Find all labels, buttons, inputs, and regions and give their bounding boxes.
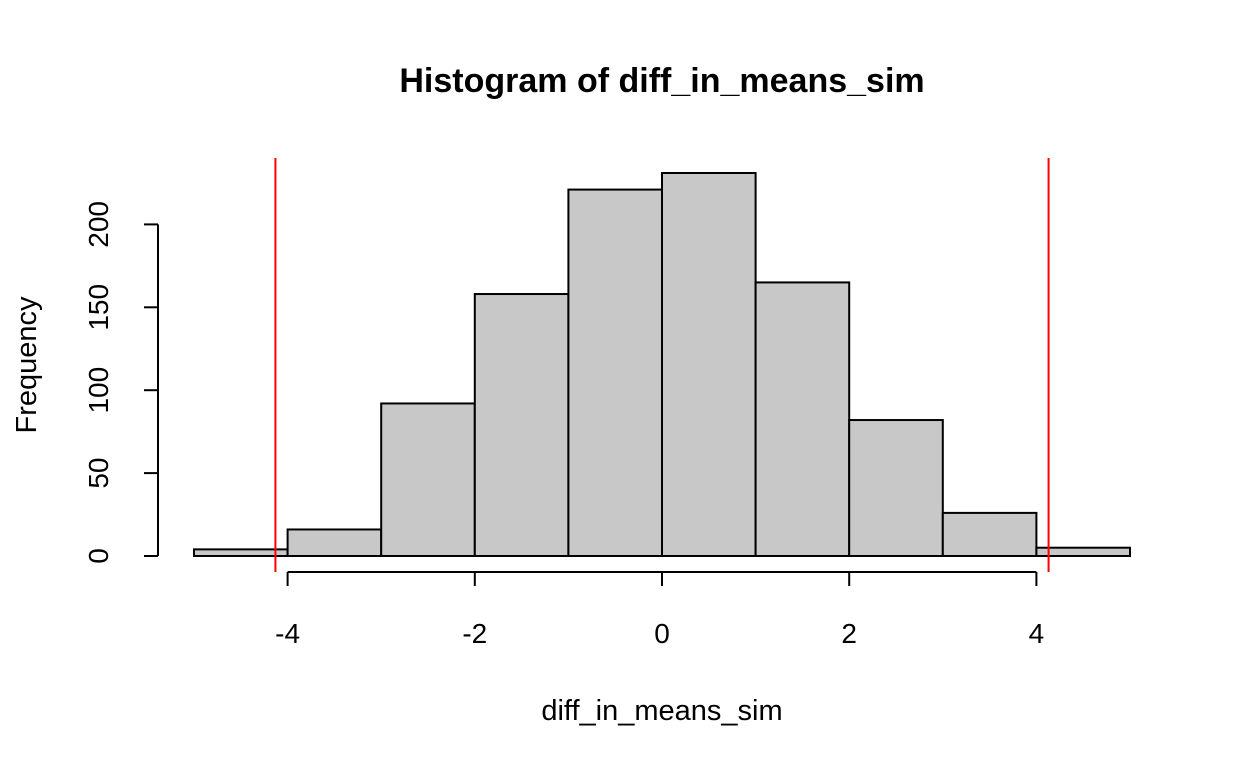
y-tick-label: 200 [83, 201, 114, 248]
histogram-bar [380, 402, 476, 557]
x-tick-label: 0 [654, 618, 670, 649]
x-tick-label: -2 [462, 618, 487, 649]
y-axis: 0 50 100 150 200 [83, 201, 159, 564]
histogram-bar [661, 172, 757, 557]
histogram-bar [848, 419, 944, 558]
histogram-bar [193, 548, 289, 558]
bars-group [193, 172, 1132, 558]
histogram-bar [473, 293, 570, 557]
y-tick-label: 100 [83, 367, 114, 414]
x-tick-label: 2 [841, 618, 857, 649]
histogram-bar [286, 528, 383, 558]
histogram-bar [754, 281, 851, 557]
x-axis-label: diff_in_means_sim [541, 695, 782, 727]
y-tick-label: 150 [83, 284, 114, 331]
y-tick-label: 50 [83, 458, 114, 489]
histogram-bar [941, 511, 1038, 558]
y-tick-label: 0 [83, 548, 114, 564]
x-tick-label: -4 [275, 618, 300, 649]
x-tick-label: 4 [1029, 618, 1045, 649]
y-axis-label: Frequency [11, 296, 43, 434]
reference-lines-group [274, 158, 1050, 572]
chart-title: Histogram of diff_in_means_sim [399, 62, 924, 100]
x-axis: -4 -2 0 2 4 [275, 571, 1045, 649]
histogram-bar [1035, 546, 1132, 558]
histogram-bar [567, 188, 664, 558]
